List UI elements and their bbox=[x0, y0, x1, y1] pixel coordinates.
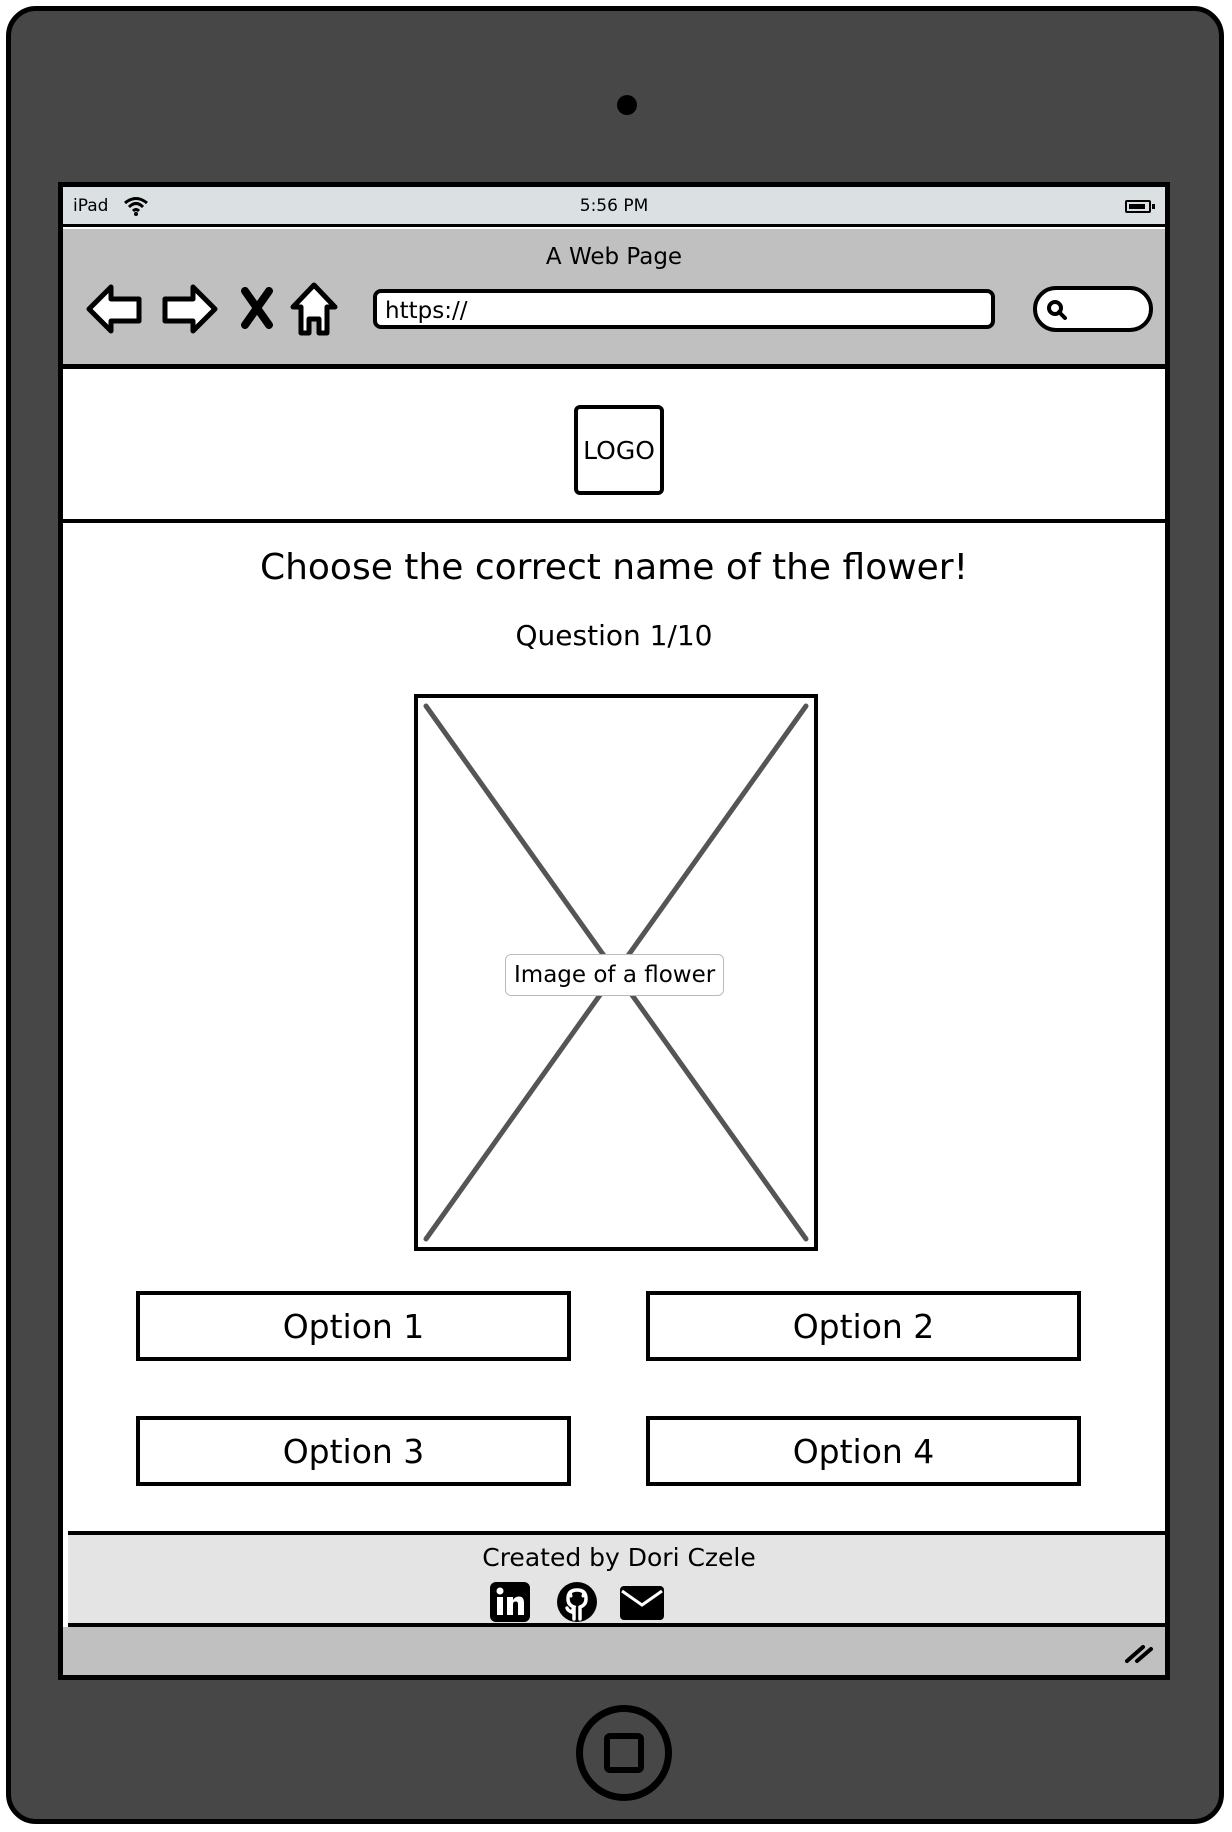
github-icon[interactable] bbox=[556, 1581, 598, 1623]
page-title: Choose the correct name of the flower! bbox=[259, 547, 969, 588]
browser-search-field[interactable] bbox=[1033, 286, 1153, 332]
status-carrier: iPad bbox=[73, 196, 109, 216]
stop-icon[interactable] bbox=[239, 287, 275, 329]
linkedin-icon[interactable] bbox=[489, 1581, 531, 1623]
url-input[interactable]: https:// bbox=[373, 289, 995, 329]
camera-dot bbox=[617, 95, 637, 115]
resize-handle-icon[interactable] bbox=[1123, 1641, 1153, 1665]
flower-image-placeholder: Image of a flower bbox=[414, 694, 818, 1251]
wifi-icon bbox=[124, 197, 148, 216]
footer-credit: Created by Dori Czele bbox=[482, 1543, 756, 1572]
image-label: Image of a flower bbox=[505, 954, 725, 996]
email-icon[interactable] bbox=[619, 1585, 665, 1621]
battery-icon bbox=[1125, 200, 1155, 213]
browser-title: A Web Page bbox=[545, 244, 683, 270]
status-time: 5:56 PM bbox=[579, 196, 649, 216]
home-button-square-icon bbox=[604, 1733, 644, 1773]
url-text: https:// bbox=[385, 298, 468, 324]
option-2-button[interactable]: Option 2 bbox=[646, 1291, 1081, 1361]
option-3-button[interactable]: Option 3 bbox=[136, 1416, 571, 1486]
option-1-button[interactable]: Option 1 bbox=[136, 1291, 571, 1361]
status-bar: iPad 5:56 PM bbox=[63, 187, 1165, 227]
home-button[interactable] bbox=[576, 1705, 672, 1801]
browser-toolbar: A Web Page https:// bbox=[63, 229, 1165, 369]
question-counter: Question 1/10 bbox=[515, 619, 713, 652]
tablet-screen: iPad 5:56 PM A Web Page bbox=[58, 182, 1170, 1680]
page-footer: Created by Dori Czele bbox=[68, 1531, 1165, 1627]
forward-arrow-icon[interactable] bbox=[159, 281, 219, 337]
home-icon[interactable] bbox=[289, 281, 339, 337]
page-header: LOGO bbox=[63, 375, 1165, 523]
option-4-button[interactable]: Option 4 bbox=[646, 1416, 1081, 1486]
browser-bottom-bar bbox=[63, 1627, 1165, 1675]
search-icon bbox=[1047, 300, 1067, 320]
logo[interactable]: LOGO bbox=[574, 405, 664, 495]
back-arrow-icon[interactable] bbox=[85, 281, 145, 337]
